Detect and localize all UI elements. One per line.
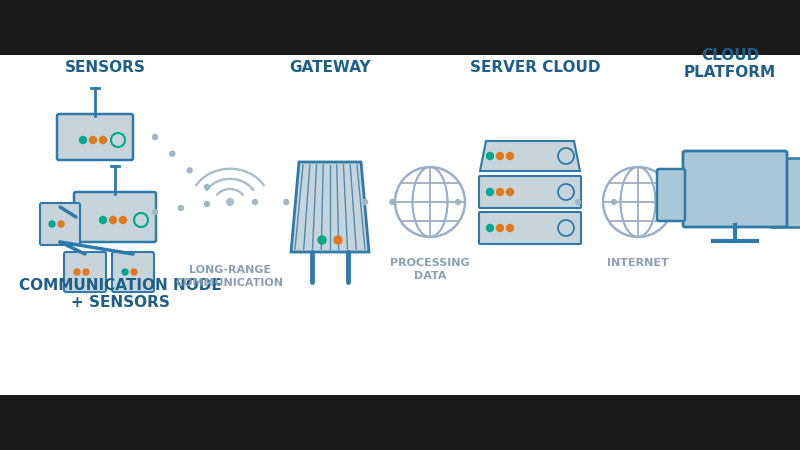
Circle shape — [611, 199, 617, 204]
Circle shape — [390, 199, 395, 204]
FancyBboxPatch shape — [770, 158, 800, 228]
FancyBboxPatch shape — [112, 252, 154, 292]
Circle shape — [506, 153, 514, 159]
Text: GATEWAY: GATEWAY — [289, 60, 371, 75]
Circle shape — [506, 189, 514, 195]
Text: LONG-RANGE
COMMUNICATION: LONG-RANGE COMMUNICATION — [176, 265, 284, 288]
Text: SENSORS: SENSORS — [65, 60, 146, 75]
Circle shape — [187, 168, 192, 173]
FancyBboxPatch shape — [479, 212, 581, 244]
Circle shape — [455, 199, 461, 204]
Text: COMMUNICATION NODE
+ SENSORS: COMMUNICATION NODE + SENSORS — [18, 278, 222, 310]
Circle shape — [205, 202, 210, 207]
Text: INTERNET: INTERNET — [607, 258, 669, 268]
Bar — [0, 0, 800, 55]
Circle shape — [90, 136, 97, 144]
Circle shape — [170, 151, 175, 156]
Polygon shape — [291, 162, 369, 252]
Circle shape — [486, 225, 494, 231]
Text: SERVER CLOUD: SERVER CLOUD — [470, 60, 600, 75]
Circle shape — [575, 199, 581, 204]
Circle shape — [83, 269, 89, 275]
FancyBboxPatch shape — [683, 151, 787, 227]
Bar — [0, 395, 800, 450]
Circle shape — [131, 269, 137, 275]
Circle shape — [110, 216, 117, 224]
Text: PROCESSING
DATA: PROCESSING DATA — [390, 258, 470, 281]
Circle shape — [506, 225, 514, 231]
Circle shape — [178, 206, 183, 211]
Text: CLOUD
PLATFORM: CLOUD PLATFORM — [684, 48, 776, 80]
FancyBboxPatch shape — [74, 192, 156, 242]
Circle shape — [79, 136, 86, 144]
FancyBboxPatch shape — [657, 169, 685, 221]
Circle shape — [226, 198, 234, 205]
Circle shape — [49, 221, 55, 227]
Circle shape — [122, 269, 128, 275]
Circle shape — [153, 135, 158, 140]
Circle shape — [497, 225, 503, 231]
Circle shape — [659, 199, 665, 204]
Circle shape — [362, 199, 367, 204]
Circle shape — [58, 221, 64, 227]
Circle shape — [153, 210, 158, 215]
FancyBboxPatch shape — [40, 203, 80, 245]
Circle shape — [497, 153, 503, 159]
FancyBboxPatch shape — [57, 114, 133, 160]
Circle shape — [486, 153, 494, 159]
Circle shape — [284, 199, 289, 204]
Circle shape — [119, 216, 126, 224]
Polygon shape — [480, 141, 580, 171]
Circle shape — [253, 199, 258, 204]
Circle shape — [318, 236, 326, 244]
Circle shape — [74, 269, 80, 275]
Circle shape — [205, 184, 210, 189]
Circle shape — [99, 216, 106, 224]
Circle shape — [486, 189, 494, 195]
Circle shape — [497, 189, 503, 195]
FancyBboxPatch shape — [64, 252, 106, 292]
Circle shape — [99, 136, 106, 144]
FancyBboxPatch shape — [479, 176, 581, 208]
Circle shape — [334, 236, 342, 244]
